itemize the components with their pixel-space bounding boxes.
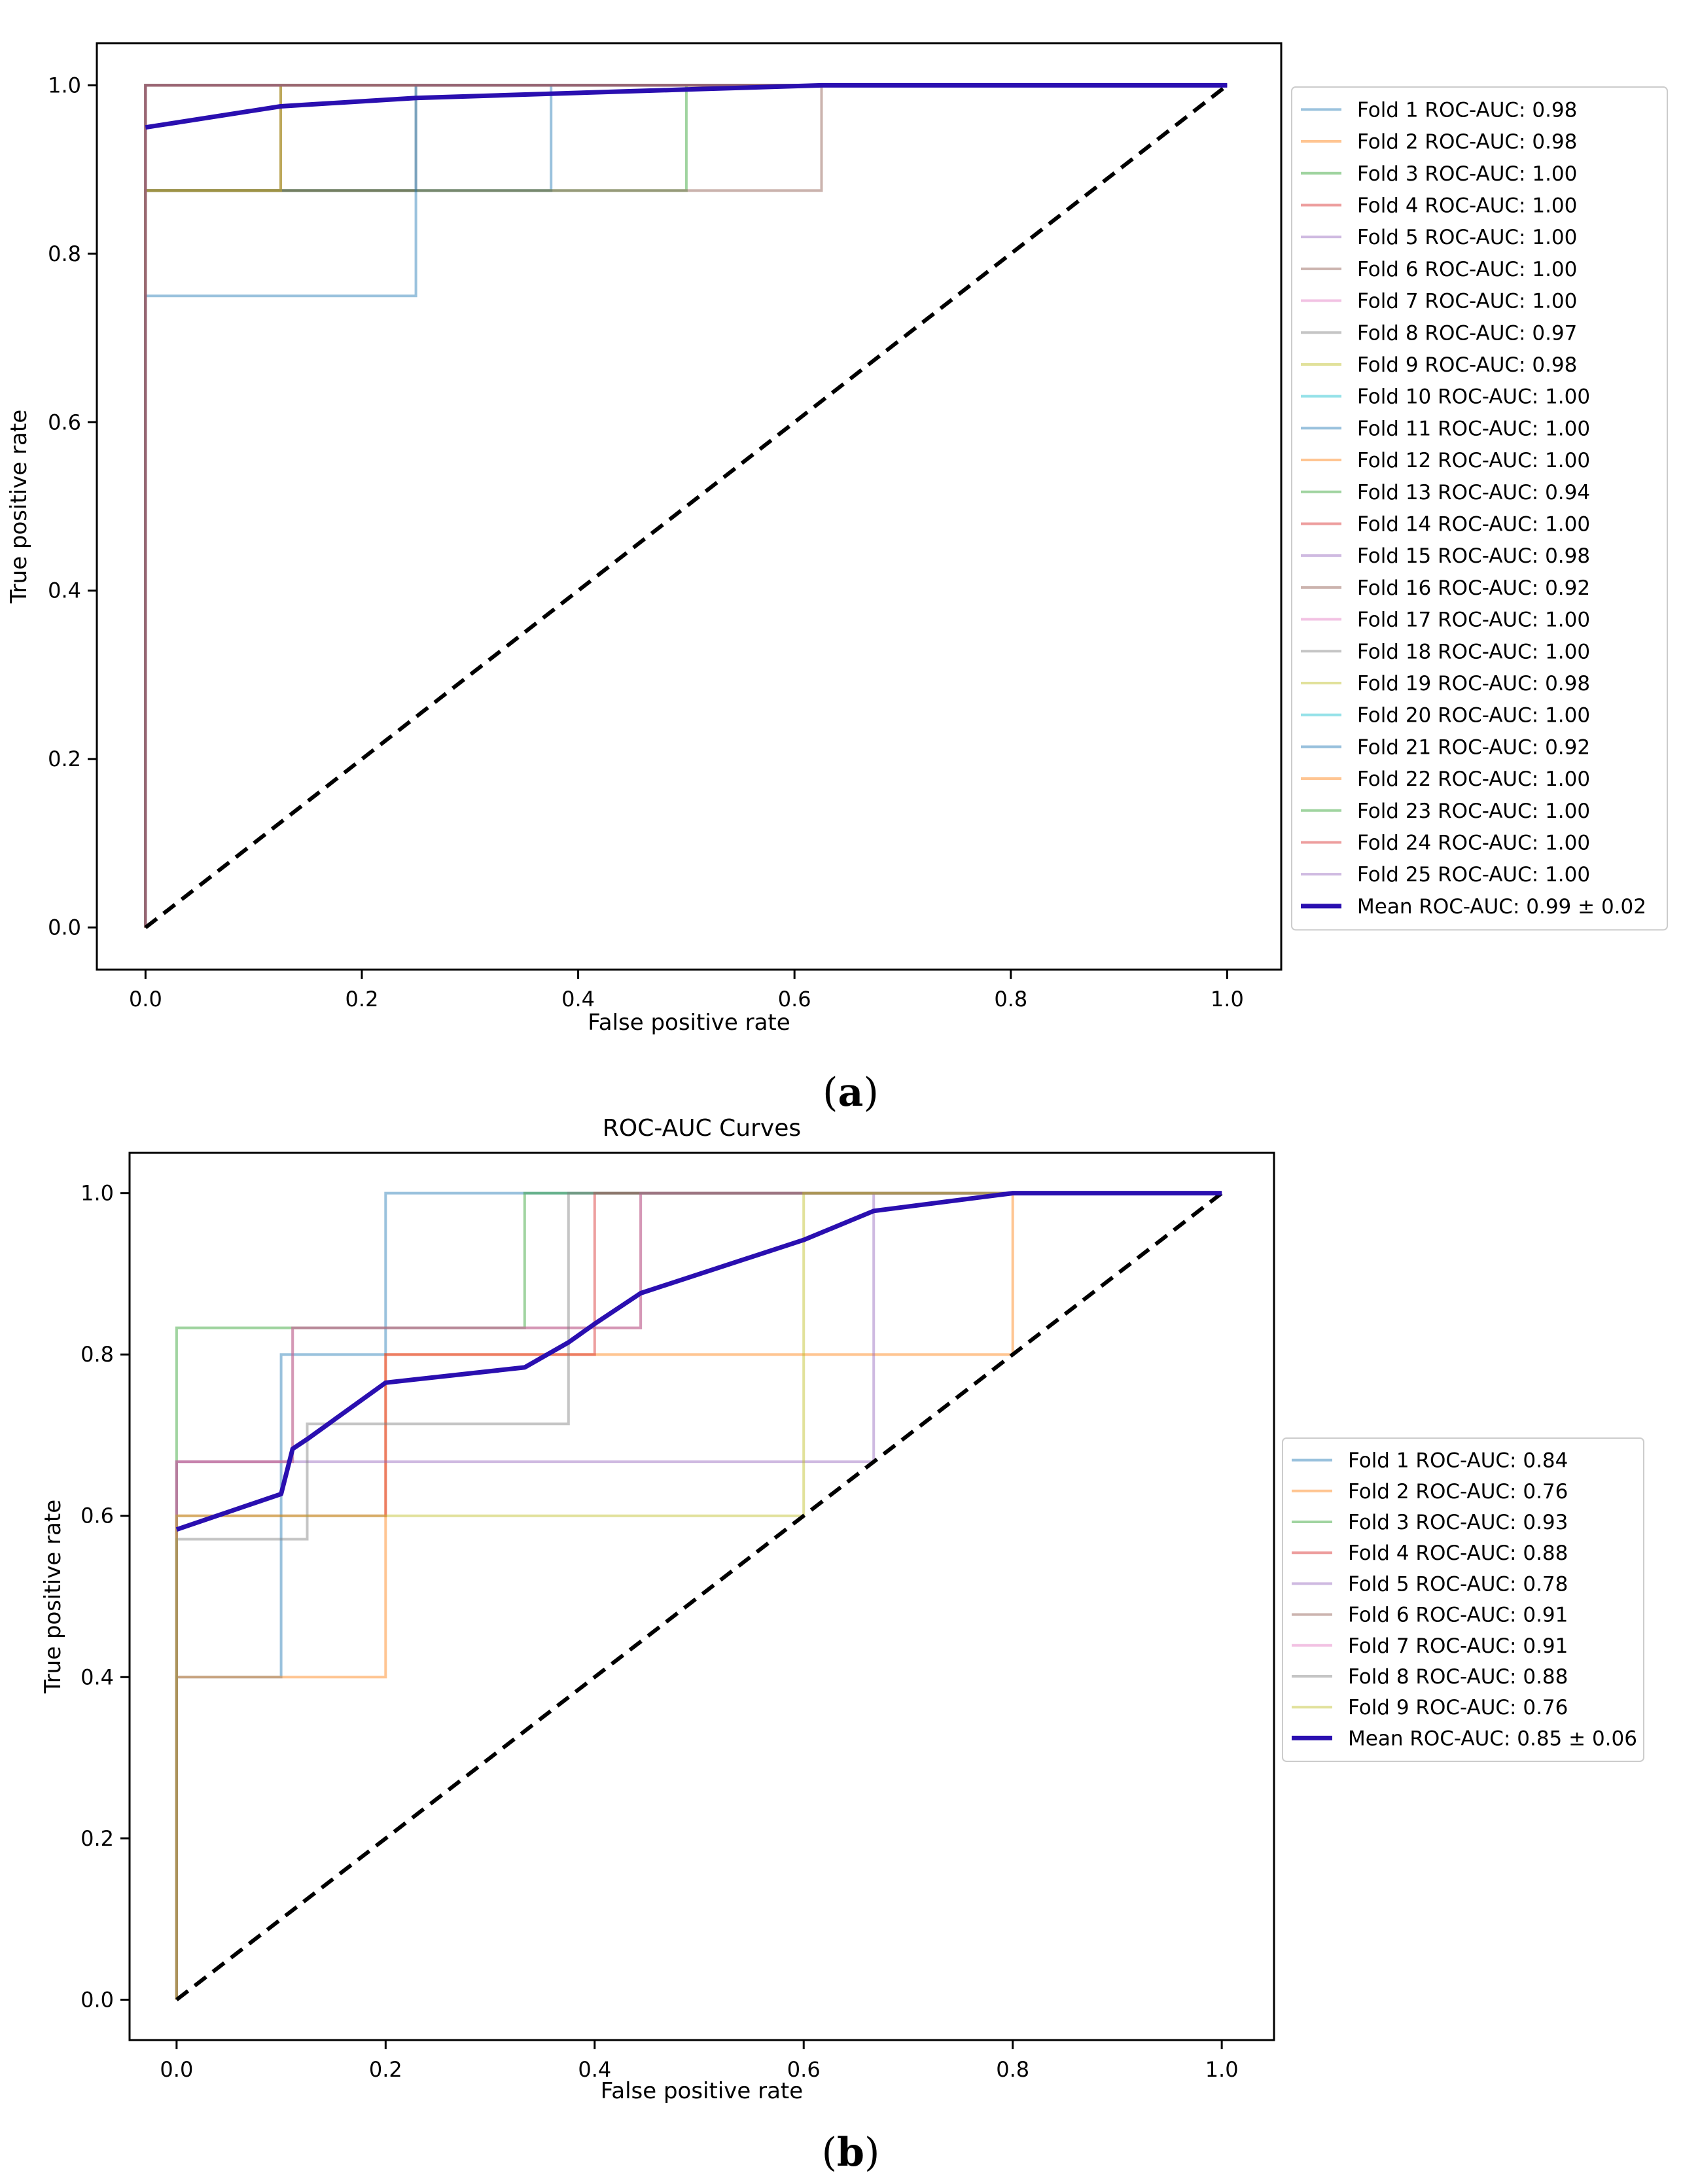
legend-entry-fold-11: Fold 11 ROC-AUC: 1.00 — [1357, 417, 1590, 440]
y-tick-label: 0.6 — [48, 410, 81, 434]
legend-entry-fold-8: Fold 8 ROC-AUC: 0.88 — [1348, 1665, 1568, 1689]
y-axis-label: True positive rate — [40, 1500, 66, 1694]
fold-curve-2 — [144, 84, 1228, 928]
legend-entry-fold-16: Fold 16 ROC-AUC: 0.92 — [1357, 576, 1590, 600]
legend-entry-mean: Mean ROC-AUC: 0.85 ± 0.06 — [1348, 1727, 1637, 1750]
x-tick-label: 0.8 — [996, 2057, 1029, 2082]
y-tick-label: 0.6 — [80, 1504, 114, 1528]
chance-line — [175, 1191, 1223, 2001]
legend-entry-fold-4: Fold 4 ROC-AUC: 0.88 — [1348, 1541, 1568, 1565]
legend-entry-fold-1: Fold 1 ROC-AUC: 0.84 — [1348, 1449, 1568, 1473]
fold-curve-7 — [175, 1191, 1222, 2000]
x-tick-label: 0.0 — [160, 2057, 193, 2082]
legend-entry-fold-6: Fold 6 ROC-AUC: 0.91 — [1348, 1604, 1568, 1627]
plot-lines — [144, 82, 1229, 930]
legend-entry-fold-5: Fold 5 ROC-AUC: 1.00 — [1357, 226, 1577, 249]
legend-entry-fold-2: Fold 2 ROC-AUC: 0.98 — [1357, 130, 1577, 154]
axes-frame — [96, 42, 1283, 971]
y-tick-label: 0.2 — [80, 1826, 114, 1851]
x-tick-label: 0.2 — [369, 2057, 402, 2082]
fold-curve-19 — [144, 84, 1228, 928]
axes-frame — [128, 1152, 1275, 2041]
x-tick-label: 1.0 — [1211, 987, 1244, 1012]
x-tick-label: 1.0 — [1205, 2057, 1239, 2082]
mean-curve — [145, 82, 1228, 130]
legend-entry-fold-24: Fold 24 ROC-AUC: 1.00 — [1357, 831, 1590, 854]
fold-curve-6 — [175, 1191, 1222, 2000]
fold-curve-3 — [175, 1191, 1222, 2000]
y-tick-label: 0.2 — [48, 747, 81, 771]
legend-entry-fold-3: Fold 3 ROC-AUC: 1.00 — [1357, 162, 1577, 186]
fold-curve-4 — [175, 1191, 1222, 2000]
legend-entry-fold-18: Fold 18 ROC-AUC: 1.00 — [1357, 640, 1590, 663]
y-tick-label: 0.0 — [48, 915, 81, 940]
chart-panel-a: 0.0 0.2 0.4 0.6 0.8 1.0 0.0 0.2 0.4 0.6 0.8 1.0 Fals… — [6, 42, 1668, 1036]
x-tick-label: 0.0 — [129, 987, 162, 1012]
x-tick-label: 0.6 — [778, 987, 811, 1012]
legend-entry-mean: Mean ROC-AUC: 0.99 ± 0.02 — [1357, 895, 1646, 919]
y-axis-label: True positive rate — [6, 410, 32, 604]
legend-entry-fold-21: Fold 21 ROC-AUC: 0.92 — [1357, 735, 1590, 759]
fold-curve-8 — [144, 84, 1228, 928]
legend-entry-fold-8: Fold 8 ROC-AUC: 0.97 — [1357, 321, 1577, 345]
legend-entry-fold-5: Fold 5 ROC-AUC: 0.78 — [1348, 1572, 1568, 1596]
legend-entry-fold-3: Fold 3 ROC-AUC: 0.93 — [1348, 1511, 1568, 1534]
y-tick-label: 0.4 — [48, 578, 81, 603]
legend-entry-fold-9: Fold 9 ROC-AUC: 0.98 — [1357, 353, 1577, 377]
fold-curve-21 — [144, 84, 1228, 928]
fold-curve-1 — [175, 1191, 1222, 2000]
legend-box — [1282, 1437, 1644, 1762]
legend-entry-fold-13: Fold 13 ROC-AUC: 0.94 — [1357, 481, 1590, 504]
legend-box — [1291, 86, 1668, 931]
x-tick-label: 0.2 — [345, 987, 379, 1012]
legend-entry-fold-10: Fold 10 ROC-AUC: 1.00 — [1357, 385, 1590, 409]
chart-panel-b: 0.0 0.2 0.4 0.6 0.8 1.0 0.0 0.2 0.4 0.6 0.8 1.0 Fals… — [40, 1115, 1644, 2104]
legend-entry-fold-7: Fold 7 ROC-AUC: 1.00 — [1357, 290, 1577, 313]
panel-label-b: (b) — [822, 2130, 880, 2175]
legend-entry-fold-12: Fold 12 ROC-AUC: 1.00 — [1357, 449, 1590, 472]
legend-entry-fold-4: Fold 4 ROC-AUC: 1.00 — [1357, 194, 1577, 217]
y-tick-label: 1.0 — [48, 73, 81, 97]
legend-entry-fold-25: Fold 25 ROC-AUC: 1.00 — [1357, 863, 1590, 887]
plot-area — [130, 1153, 1274, 2040]
legend-entry-fold-22: Fold 22 ROC-AUC: 1.00 — [1357, 767, 1590, 791]
legend-entry-fold-1: Fold 1 ROC-AUC: 0.98 — [1357, 98, 1577, 122]
fold-curve-9 — [144, 84, 1228, 928]
legend-entry-fold-6: Fold 6 ROC-AUC: 1.00 — [1357, 258, 1577, 281]
y-tick-label: 0.4 — [80, 1664, 114, 1689]
x-tick-label: 0.6 — [787, 2057, 821, 2082]
fold-curve-8 — [175, 1191, 1222, 2000]
legend-entry-fold-17: Fold 17 ROC-AUC: 1.00 — [1357, 608, 1590, 632]
panel-label-a: (a) — [823, 1070, 879, 1116]
x-tick-label: 0.4 — [561, 987, 595, 1012]
mean-curve — [175, 1191, 1222, 1532]
fold-curve-15 — [144, 84, 1228, 928]
x-axis-label: False positive rate — [588, 1010, 790, 1036]
x-tick-label: 0.8 — [994, 987, 1027, 1012]
legend-entry-fold-19: Fold 19 ROC-AUC: 0.98 — [1357, 672, 1590, 696]
legend-entry-fold-20: Fold 20 ROC-AUC: 1.00 — [1357, 704, 1590, 728]
x-axis-label: False positive rate — [601, 2078, 803, 2104]
y-tick-label: 0.8 — [48, 241, 81, 266]
plot-lines — [175, 1191, 1223, 2001]
legend-entry-fold-2: Fold 2 ROC-AUC: 0.76 — [1348, 1480, 1568, 1504]
legend-entry-fold-23: Fold 23 ROC-AUC: 1.00 — [1357, 800, 1590, 823]
legend-entry-fold-7: Fold 7 ROC-AUC: 0.91 — [1348, 1634, 1568, 1658]
y-tick-label: 0.0 — [80, 1987, 114, 2012]
legend-entry-fold-15: Fold 15 ROC-AUC: 0.98 — [1357, 544, 1590, 568]
chart-title: ROC-AUC Curves — [603, 1115, 801, 1142]
y-tick-label: 1.0 — [80, 1181, 114, 1206]
x-tick-label: 0.4 — [578, 2057, 611, 2082]
y-tick-label: 0.8 — [80, 1342, 114, 1367]
legend-entry-fold-14: Fold 14 ROC-AUC: 1.00 — [1357, 512, 1590, 536]
legend-entry-fold-9: Fold 9 ROC-AUC: 0.76 — [1348, 1696, 1568, 1719]
